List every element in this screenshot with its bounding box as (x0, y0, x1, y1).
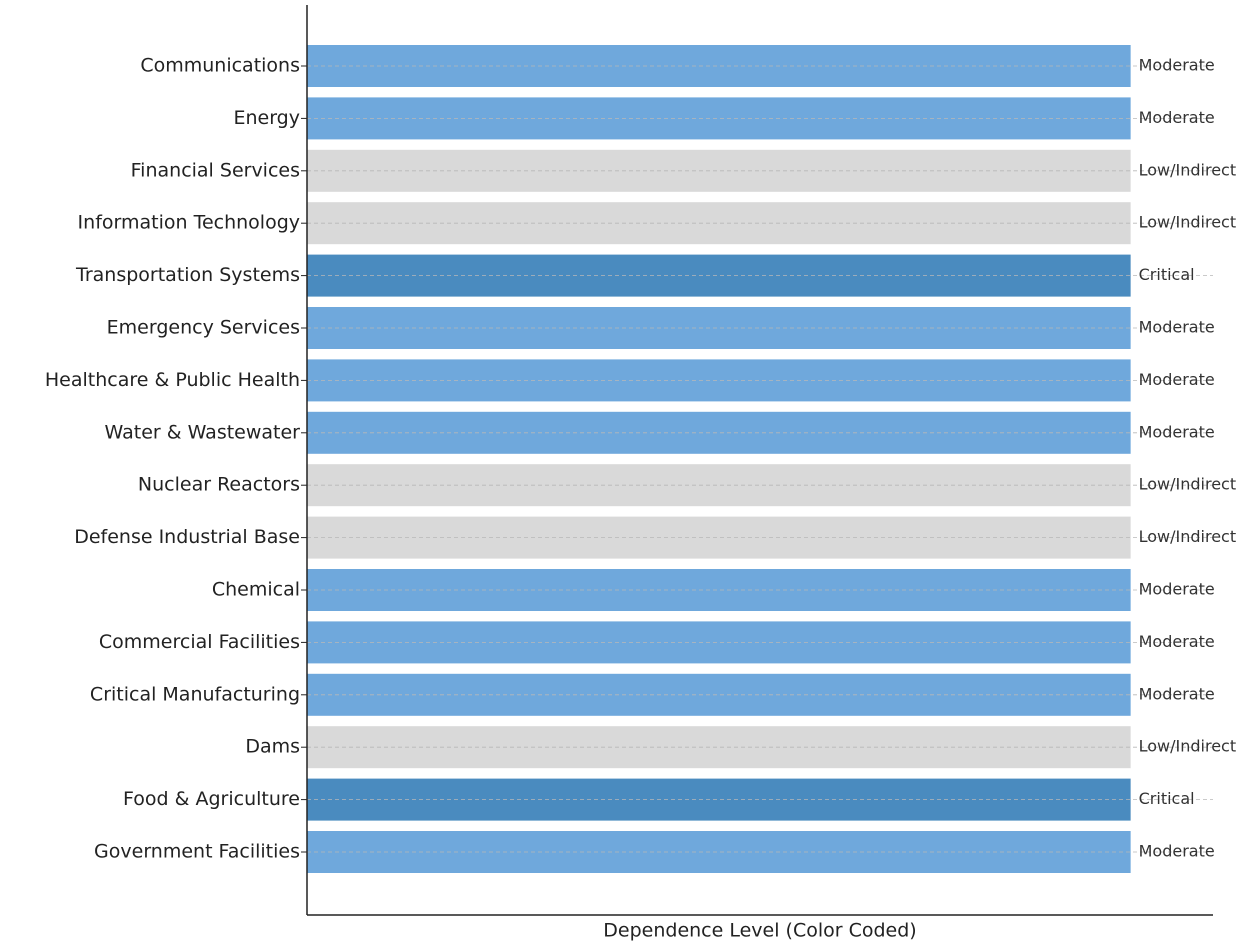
bar-label: Moderate (1139, 108, 1215, 127)
y-tick-label: Energy (233, 107, 300, 129)
bar-label: Low/Indirect (1139, 213, 1237, 232)
y-tick-label: Healthcare & Public Health (45, 369, 300, 391)
y-tick-label: Commercial Facilities (99, 631, 300, 653)
bar-label: Moderate (1139, 632, 1215, 651)
bar-label: Low/Indirect (1139, 160, 1237, 179)
bar-label: Moderate (1139, 422, 1215, 441)
y-tick-label: Transportation Systems (75, 264, 300, 286)
y-tick-label: Chemical (212, 579, 300, 601)
bar-label: Low/Indirect (1139, 527, 1237, 546)
bar-label: Critical (1139, 789, 1195, 808)
bar-label: Critical (1139, 265, 1195, 284)
y-tick-label: Defense Industrial Base (74, 526, 300, 548)
y-tick-label: Nuclear Reactors (138, 474, 300, 496)
bar-label: Low/Indirect (1139, 737, 1237, 756)
y-tick-label: Information Technology (78, 212, 300, 234)
x-axis-title: Dependence Level (Color Coded) (603, 920, 916, 942)
y-tick-label: Government Facilities (94, 841, 300, 863)
bar-label: Moderate (1139, 580, 1215, 599)
bar-label: Low/Indirect (1139, 475, 1237, 494)
y-tick-label: Emergency Services (107, 317, 300, 339)
bar-label: Moderate (1139, 842, 1215, 861)
bar-label: Moderate (1139, 56, 1215, 75)
bar-label: Moderate (1139, 318, 1215, 337)
y-tick-label: Food & Agriculture (123, 788, 300, 810)
bar-label: Moderate (1139, 370, 1215, 389)
y-tick-label: Communications (140, 55, 300, 77)
y-tick-label: Water & Wastewater (105, 421, 301, 443)
y-tick-label: Critical Manufacturing (90, 683, 300, 705)
y-tick-label: Dams (245, 736, 300, 758)
y-tick-label: Financial Services (131, 159, 300, 181)
bar-label: Moderate (1139, 684, 1215, 703)
